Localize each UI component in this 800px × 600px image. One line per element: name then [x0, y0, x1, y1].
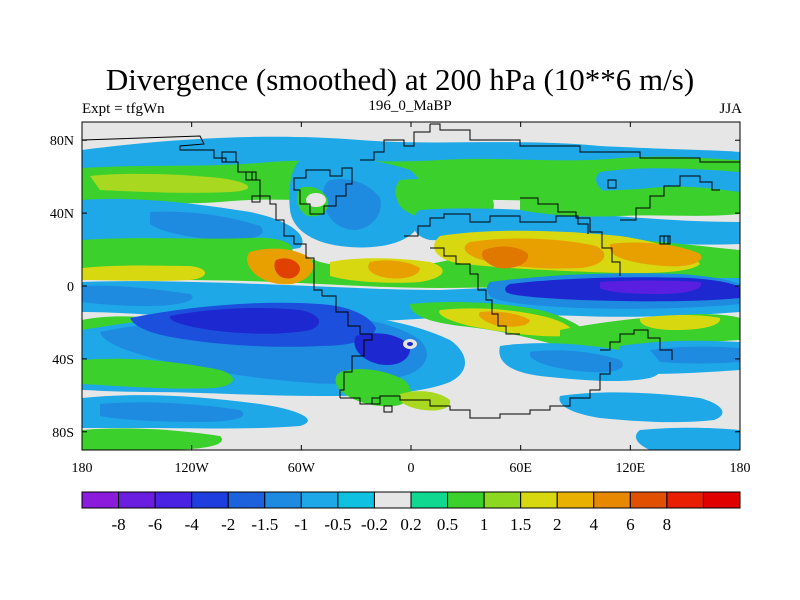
coast-europe-africa [360, 124, 431, 161]
colorbar-label: -1.5 [251, 515, 278, 534]
colorbar-label: 2 [553, 515, 562, 534]
coast-africa-body [430, 247, 520, 335]
x-tick-label: 180 [72, 461, 93, 476]
colorbar-label: 0.5 [437, 515, 458, 534]
field-north-pacific-blue [150, 211, 263, 241]
colorbar-swatch [264, 491, 302, 509]
plot-title: Divergence (smoothed) at 200 hPa (10**6 … [105, 62, 695, 97]
colorbar-swatch [81, 491, 120, 509]
colorbar-label: 8 [663, 515, 672, 534]
field-indian-south-blue [530, 350, 624, 373]
colorbar-label: -0.2 [361, 515, 388, 534]
colorbar-swatch [191, 491, 229, 509]
colorbar-label: -1 [294, 515, 308, 534]
field-antarctic-blue [100, 402, 244, 422]
coast-antarctica [340, 362, 611, 419]
coastlines [82, 123, 740, 419]
coast-greenland [293, 167, 353, 215]
field-antarctic-edge-cyan [635, 427, 740, 450]
field-south-atlantic-navy [354, 333, 411, 366]
field-east-pacific-yellow [82, 265, 205, 281]
colorbar-swatch [118, 491, 156, 509]
colorbar-swatch [337, 491, 375, 509]
field-africa-orange [368, 260, 420, 279]
x-tick-label: 60W [288, 461, 316, 476]
coast-east-asia [620, 175, 720, 221]
colorbar-label: 1 [480, 515, 489, 534]
y-tick-label: 80S [52, 426, 74, 441]
map-axes: 180 120W 60W 0 60E 120E 180 80N 40N 0 40S 80S [50, 122, 751, 476]
experiment-label: Expt = tfgWn [82, 101, 165, 117]
field-atlantic-blue [323, 178, 381, 230]
colorbar-label: -6 [148, 515, 162, 534]
map-panel [82, 122, 740, 450]
colorbar-swatch [154, 491, 193, 509]
coast-north-america [82, 135, 315, 272]
colorbar-swatch [300, 491, 339, 509]
colorbar-label: 0.2 [400, 515, 421, 534]
field-equator-blue [82, 285, 193, 306]
x-tick-label: 120W [175, 461, 210, 476]
colorbar-label: 4 [590, 515, 599, 534]
field-west-pacific-orange [610, 242, 702, 267]
field-central-america-red [274, 258, 300, 279]
coast-central-america [313, 272, 323, 296]
colorbar-label: -2 [221, 515, 235, 534]
field-south-atlantic-core [407, 342, 413, 346]
field-arctic-yellowgreen [90, 173, 249, 193]
colorbar-swatch [447, 491, 485, 509]
coast-arctic-russia [430, 123, 740, 163]
season-label: JJA [719, 101, 742, 117]
field-south-pacific-yellow [639, 315, 721, 330]
coast-south-america [322, 295, 373, 398]
field-south-indian-orange [478, 311, 530, 327]
field-west-pacific-purple [600, 280, 702, 294]
x-tick-label: 0 [408, 461, 415, 476]
x-tick-label: 60E [509, 461, 532, 476]
colorbar-swatch [629, 491, 668, 509]
coast-antarctic-islands [371, 397, 393, 413]
field-south-america-green-patch [335, 369, 411, 407]
colorbar-label: -0.5 [324, 515, 351, 534]
y-tick-label: 40N [50, 207, 74, 222]
colorbar-swatch [227, 491, 266, 509]
coast-asia [520, 197, 621, 276]
field-greenland-hole [306, 193, 326, 207]
colorbar-swatch [410, 491, 449, 509]
y-tick-label: 40S [52, 353, 74, 368]
x-tick-label: 180 [730, 461, 751, 476]
coast-australia [600, 329, 673, 360]
colorbar-swatch [556, 491, 595, 509]
run-id-label: 196_0_MaBP [368, 98, 452, 114]
field-antarctic-east-cyan [559, 392, 723, 423]
colorbar-swatch [702, 491, 741, 509]
colorbar-swatch [373, 491, 412, 509]
coast-west-africa [404, 213, 589, 237]
y-tick-label: 80N [50, 134, 74, 149]
colorbar-label: 1.5 [510, 515, 531, 534]
colorbar-swatch [593, 491, 631, 509]
colorbar-swatch [483, 491, 522, 509]
coast-arctic-islands [221, 151, 669, 245]
field-south-navy [169, 308, 320, 334]
colorbar-swatch [520, 491, 558, 509]
colorbar-swatch [666, 491, 704, 509]
field-southern-ocean-green [82, 358, 233, 389]
colorbar-label: -4 [185, 515, 200, 534]
field-antarctic-green [82, 428, 222, 450]
x-tick-label: 120E [616, 461, 646, 476]
y-tick-label: 0 [67, 280, 74, 295]
colorbar: -8 -6 -4 -2 -1.5 -1 -0.5 -0.2 0.2 0.5 1 1.5 2 4 6 8 [81, 491, 741, 534]
field-india-darkorange [481, 246, 529, 269]
colorbar-label: -8 [111, 515, 125, 534]
field-asia-green [520, 186, 740, 217]
colorbar-label: 6 [626, 515, 635, 534]
field-pacific-south-blue [650, 346, 740, 364]
